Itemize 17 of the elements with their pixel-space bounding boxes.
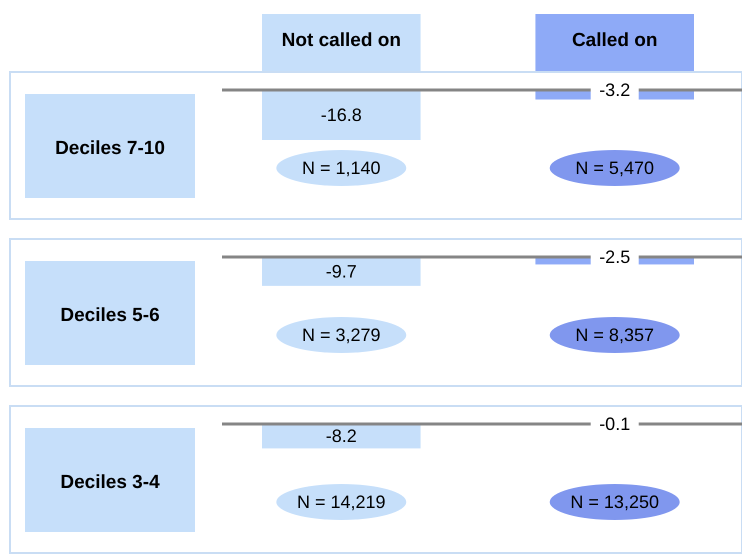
- data-label: -16.8: [320, 105, 362, 125]
- text: Deciles 5-6: [60, 305, 160, 326]
- text: N = 13,250: [570, 492, 659, 512]
- text: N = 1,140: [302, 158, 381, 178]
- text: Deciles 3-4: [60, 472, 160, 493]
- text: Deciles 7-10: [55, 138, 165, 159]
- text: N = 14,219: [297, 492, 386, 512]
- x-tick-label: Not called on: [282, 30, 401, 51]
- data-label: -2.5: [599, 247, 630, 267]
- text: N = 5,470: [575, 158, 654, 178]
- data-label: -9.7: [326, 261, 357, 282]
- data-label: -0.1: [599, 414, 630, 434]
- text: N = 8,357: [575, 325, 654, 345]
- data-label: -8.2: [326, 426, 357, 446]
- data-label: -3.2: [599, 80, 630, 100]
- x-tick-label: Called on: [572, 30, 658, 51]
- text: N = 3,279: [302, 325, 381, 345]
